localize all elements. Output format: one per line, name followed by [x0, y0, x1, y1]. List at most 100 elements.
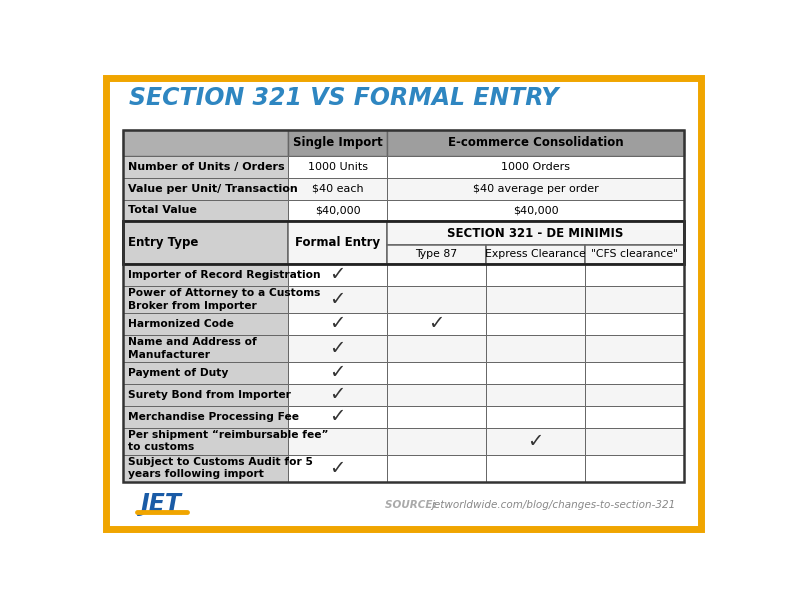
- Bar: [585, 362, 684, 384]
- Bar: [288, 286, 387, 313]
- Text: Name and Address of
Manufacturer: Name and Address of Manufacturer: [128, 337, 257, 359]
- Bar: [123, 130, 288, 156]
- Bar: [288, 178, 387, 200]
- Bar: [288, 454, 387, 481]
- Bar: [387, 384, 486, 406]
- Bar: [288, 156, 387, 178]
- Text: ✓: ✓: [330, 385, 345, 404]
- Bar: [585, 454, 684, 481]
- Text: ✓: ✓: [330, 459, 345, 478]
- Text: SECTION 321 VS FORMAL ENTRY: SECTION 321 VS FORMAL ENTRY: [129, 85, 558, 109]
- Text: SECTION 321 - DE MINIMIS: SECTION 321 - DE MINIMIS: [447, 227, 623, 240]
- Text: 1000 Orders: 1000 Orders: [501, 162, 570, 172]
- Bar: [288, 406, 387, 427]
- Bar: [585, 406, 684, 427]
- Text: ✓: ✓: [330, 266, 345, 284]
- Text: Payment of Duty: Payment of Duty: [128, 368, 228, 378]
- Bar: [387, 335, 486, 362]
- Bar: [123, 427, 288, 454]
- Text: Total Value: Total Value: [128, 206, 197, 216]
- Bar: [123, 130, 684, 481]
- Text: ✓: ✓: [428, 314, 445, 334]
- Bar: [387, 406, 486, 427]
- Bar: [123, 221, 288, 264]
- Bar: [123, 264, 288, 286]
- Bar: [387, 264, 486, 286]
- Bar: [123, 384, 288, 406]
- Bar: [387, 200, 684, 221]
- Bar: [387, 313, 486, 335]
- Bar: [585, 335, 684, 362]
- Bar: [288, 264, 387, 286]
- Bar: [123, 406, 288, 427]
- Bar: [123, 313, 288, 335]
- Bar: [123, 335, 288, 362]
- Bar: [486, 245, 585, 264]
- Text: Express Clearance: Express Clearance: [485, 249, 586, 259]
- Bar: [486, 362, 585, 384]
- Bar: [387, 362, 486, 384]
- Text: ✓: ✓: [330, 290, 345, 309]
- Text: Number of Units / Orders: Number of Units / Orders: [128, 162, 285, 172]
- Bar: [486, 286, 585, 313]
- Bar: [123, 200, 288, 221]
- Text: SOURCE:: SOURCE:: [385, 500, 440, 510]
- Text: Merchandise Processing Fee: Merchandise Processing Fee: [128, 412, 299, 422]
- Text: ✓: ✓: [330, 364, 345, 382]
- Bar: [288, 221, 387, 264]
- Bar: [288, 362, 387, 384]
- Bar: [123, 178, 288, 200]
- Text: JET: JET: [141, 492, 182, 516]
- Bar: [387, 286, 486, 313]
- Text: 1000 Units: 1000 Units: [308, 162, 368, 172]
- Text: ✓: ✓: [330, 339, 345, 358]
- Bar: [123, 286, 288, 313]
- Text: Entry Type: Entry Type: [128, 236, 198, 249]
- Bar: [123, 362, 288, 384]
- Text: $40 average per order: $40 average per order: [473, 183, 598, 194]
- Bar: [387, 427, 486, 454]
- Bar: [387, 130, 684, 156]
- Text: Importer of Record Registration: Importer of Record Registration: [128, 270, 321, 280]
- Bar: [288, 200, 387, 221]
- Bar: [585, 245, 684, 264]
- Bar: [585, 286, 684, 313]
- Bar: [288, 335, 387, 362]
- Bar: [288, 130, 387, 156]
- Bar: [123, 156, 288, 178]
- Bar: [387, 245, 486, 264]
- Text: Power of Attorney to a Customs
Broker from Importer: Power of Attorney to a Customs Broker fr…: [128, 288, 320, 311]
- Text: ✓: ✓: [330, 407, 345, 426]
- Bar: [486, 264, 585, 286]
- Bar: [288, 384, 387, 406]
- Bar: [387, 221, 684, 245]
- Text: Single Import: Single Import: [293, 136, 382, 150]
- Text: Harmonized Code: Harmonized Code: [128, 319, 235, 329]
- Text: Per shipment “reimbursable fee”
to customs: Per shipment “reimbursable fee” to custo…: [128, 430, 329, 453]
- Bar: [387, 156, 684, 178]
- Text: $40 each: $40 each: [312, 183, 364, 194]
- Bar: [486, 406, 585, 427]
- Bar: [486, 427, 585, 454]
- Text: Value per Unit/ Transaction: Value per Unit/ Transaction: [128, 183, 298, 194]
- Bar: [585, 313, 684, 335]
- Bar: [585, 384, 684, 406]
- Text: Subject to Customs Audit for 5
years following import: Subject to Customs Audit for 5 years fol…: [128, 457, 313, 480]
- Bar: [288, 427, 387, 454]
- Bar: [486, 384, 585, 406]
- Text: ✓: ✓: [330, 314, 345, 334]
- Text: ✓: ✓: [527, 432, 543, 451]
- Text: $40,000: $40,000: [315, 206, 360, 216]
- Bar: [387, 454, 486, 481]
- Text: Formal Entry: Formal Entry: [295, 236, 380, 249]
- Bar: [486, 313, 585, 335]
- Bar: [123, 221, 684, 264]
- Bar: [585, 427, 684, 454]
- Bar: [486, 335, 585, 362]
- Text: jetworldwide.com/blog/changes-to-section-321: jetworldwide.com/blog/changes-to-section…: [430, 500, 675, 510]
- Text: "CFS clearance": "CFS clearance": [591, 249, 678, 259]
- Bar: [585, 264, 684, 286]
- Text: Surety Bond from Importer: Surety Bond from Importer: [128, 389, 291, 400]
- Bar: [288, 313, 387, 335]
- Text: $40,000: $40,000: [512, 206, 558, 216]
